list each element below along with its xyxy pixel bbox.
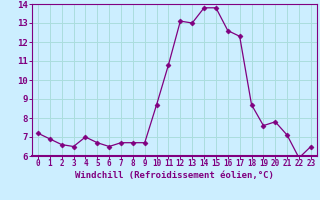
X-axis label: Windchill (Refroidissement éolien,°C): Windchill (Refroidissement éolien,°C) [75, 171, 274, 180]
